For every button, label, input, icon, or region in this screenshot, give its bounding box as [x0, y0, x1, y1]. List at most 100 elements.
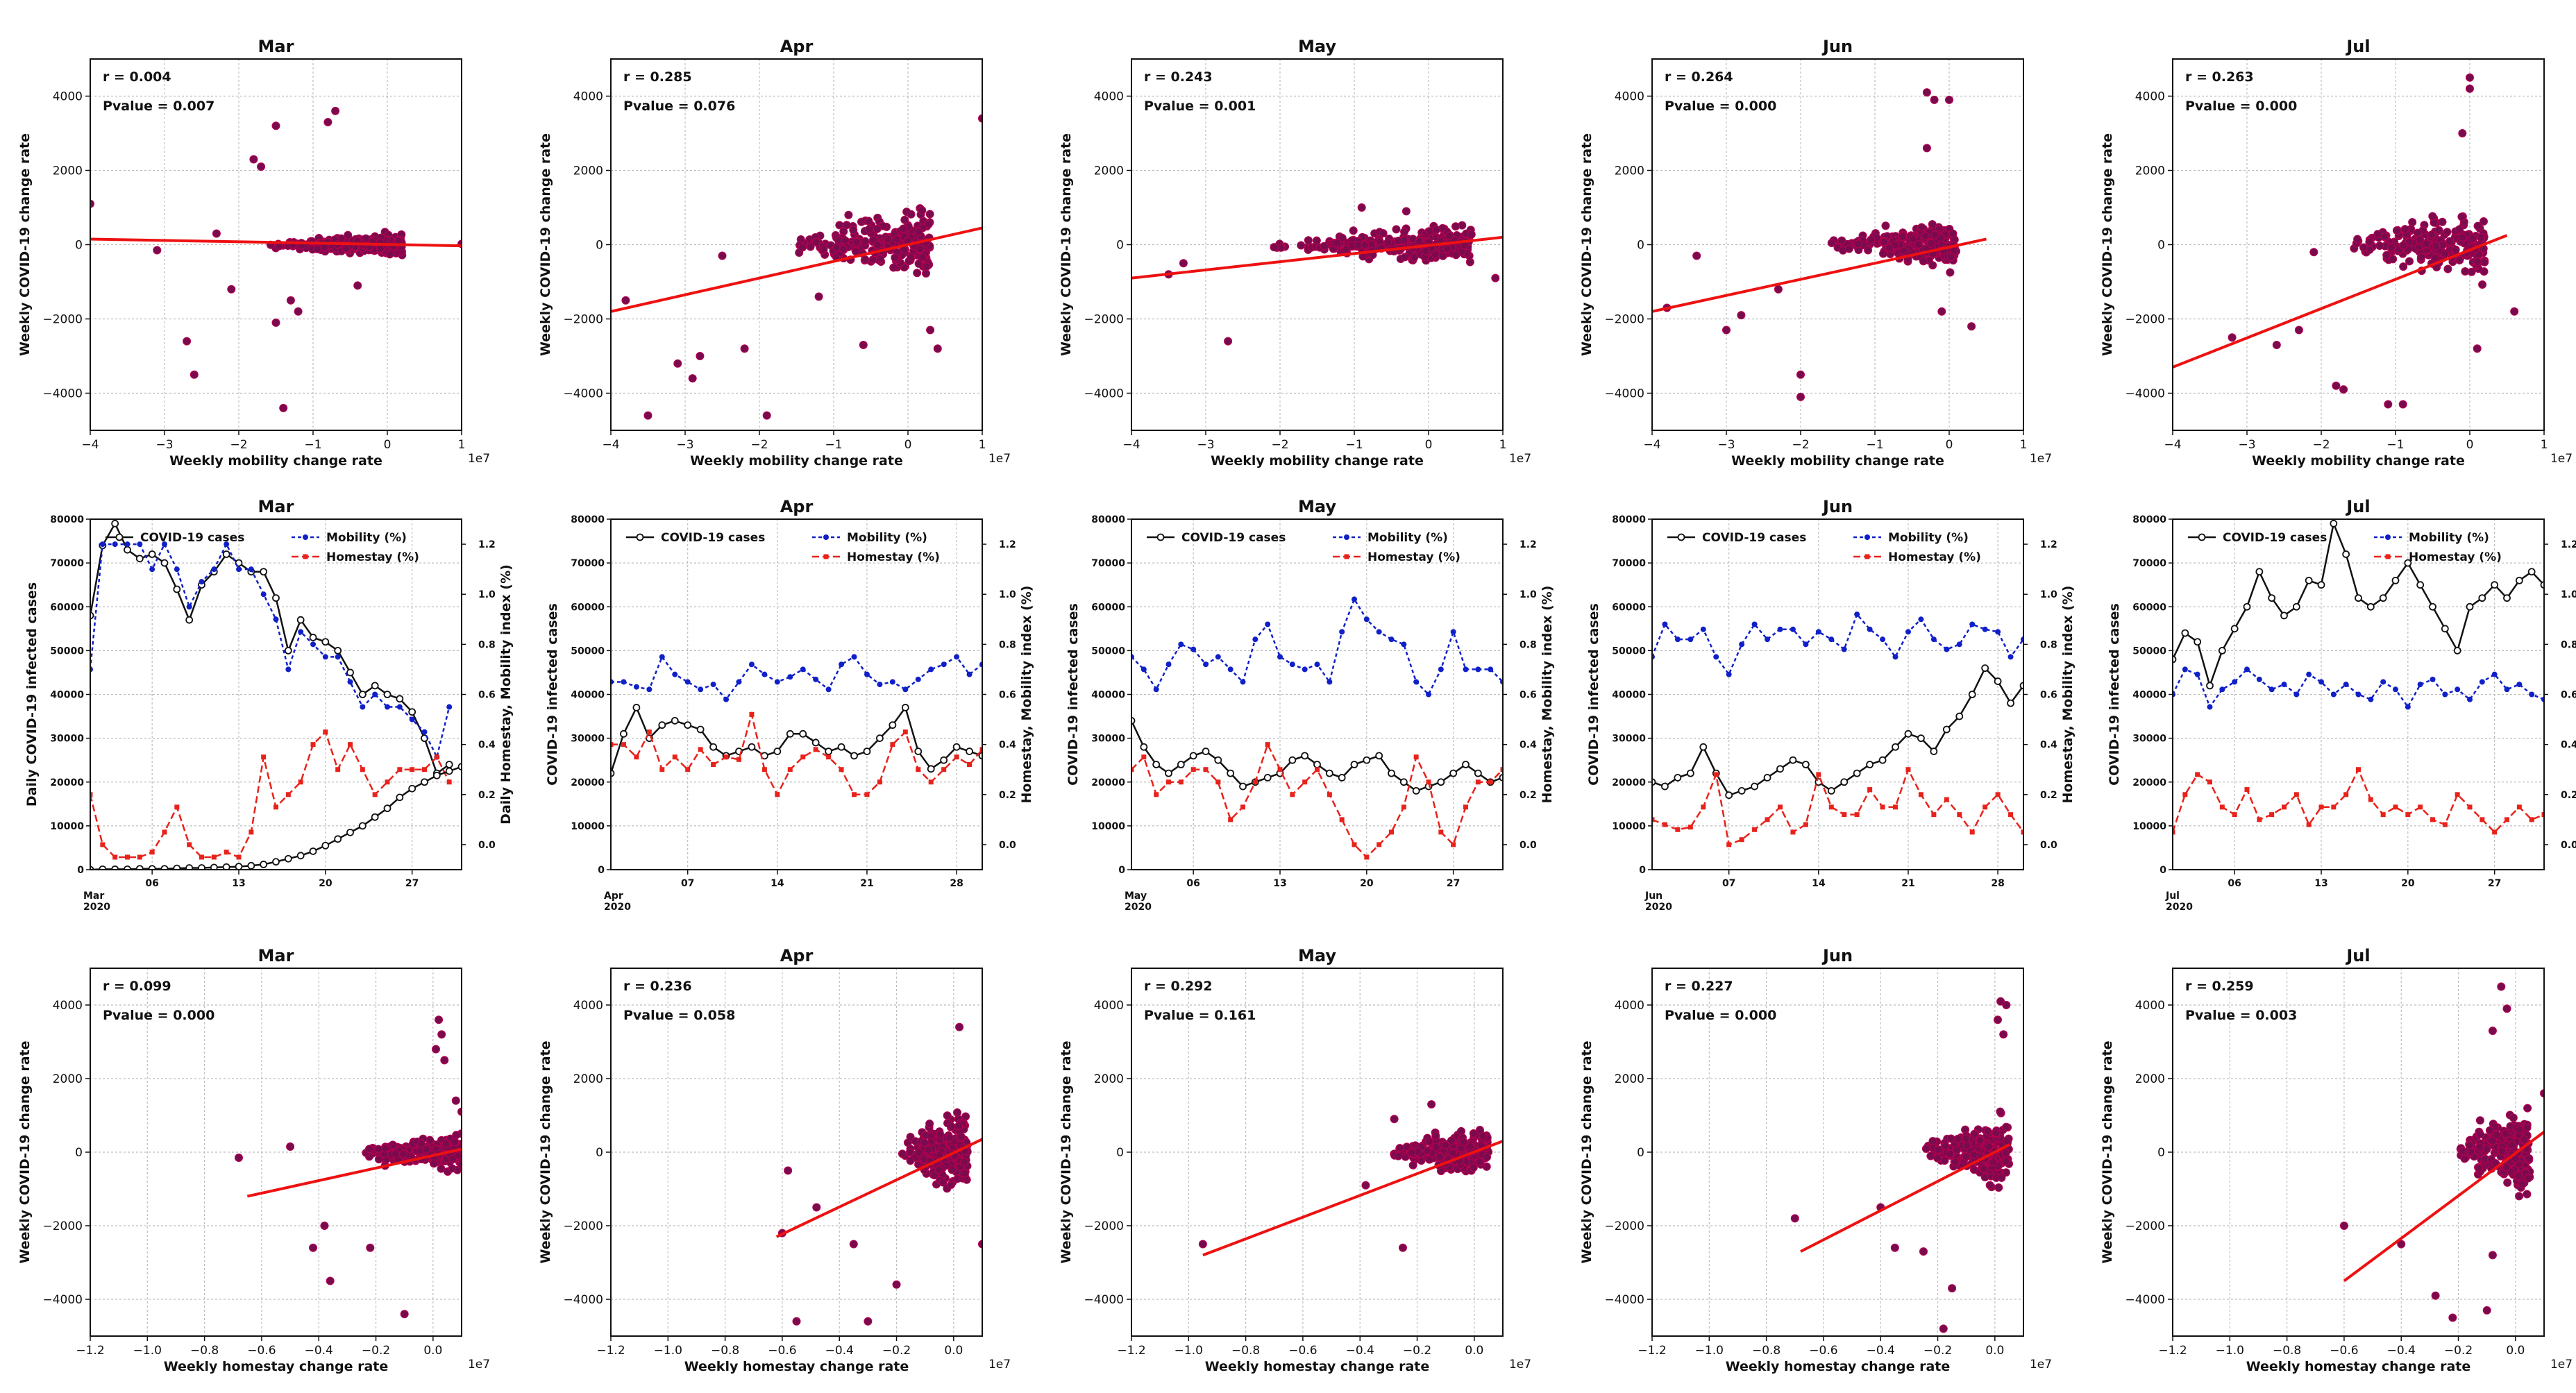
x-scale-label: 1e7 — [2550, 1358, 2573, 1371]
data-point — [1928, 1137, 1937, 1146]
y-tick-label: 4000 — [2135, 90, 2165, 104]
series-marker — [1739, 837, 1744, 843]
data-point — [2502, 1163, 2511, 1172]
series-marker — [1215, 654, 1221, 660]
series-marker — [1652, 778, 1656, 786]
x-tick-label: 20 — [1360, 878, 1374, 889]
plot-frame — [1651, 58, 2024, 431]
x-tick-label: −1.0 — [654, 1344, 682, 1358]
data-point — [1796, 392, 1805, 401]
series-marker — [2243, 602, 2251, 611]
series-marker — [236, 566, 242, 573]
y-tick-label-right: 1.2 — [1519, 539, 1537, 550]
data-point — [153, 246, 162, 255]
data-point — [1297, 241, 1306, 250]
data-point — [900, 215, 909, 224]
date-label-year: 2020 — [2166, 902, 2193, 913]
data-point — [2515, 1192, 2524, 1201]
series-marker — [174, 566, 180, 573]
data-point — [313, 244, 322, 253]
series-marker — [1252, 636, 1258, 643]
data-point — [2466, 84, 2474, 93]
series-marker — [1338, 774, 1346, 782]
series-marker — [272, 594, 280, 602]
x-tick-label: 13 — [1273, 878, 1286, 889]
data-point — [961, 1169, 970, 1178]
data-point — [2510, 307, 2519, 316]
series-marker — [396, 704, 403, 710]
series-marker — [711, 762, 716, 767]
series-marker — [1917, 734, 1925, 743]
series-marker — [2194, 671, 2200, 677]
r-value-label: r = 0.285 — [623, 69, 692, 85]
y-axis-label: Weekly COVID-19 change rate — [1059, 1040, 1074, 1263]
y-tick-label: −4000 — [1084, 1293, 1124, 1307]
r-value-label: r = 0.292 — [1144, 979, 1213, 994]
data-point — [953, 1108, 962, 1117]
data-point — [391, 1149, 400, 1158]
legend-marker — [1344, 554, 1349, 559]
series-marker — [786, 729, 794, 738]
series-marker — [148, 865, 156, 870]
y-tick-label: −2000 — [1604, 1219, 1644, 1233]
series-marker — [1140, 666, 1147, 673]
data-point — [1922, 144, 1931, 153]
series-marker — [1892, 743, 1899, 751]
series-marker — [672, 754, 677, 760]
series-marker — [1265, 742, 1270, 748]
data-point — [1970, 1130, 1979, 1139]
data-point — [437, 1164, 446, 1173]
series-marker — [335, 654, 341, 660]
series-marker — [396, 695, 404, 703]
data-point — [271, 318, 280, 327]
chart-title: Mar — [258, 946, 294, 965]
y-tick-label-left: 80000 — [1091, 514, 1125, 525]
series-marker — [774, 679, 780, 685]
data-point — [1459, 1137, 1468, 1146]
data-point — [1914, 240, 1923, 249]
data-point — [364, 1145, 373, 1154]
p-value-label: Pvalue = 0.076 — [623, 99, 735, 114]
series-marker — [211, 854, 217, 860]
y-tick-label-left: 60000 — [1612, 602, 1646, 613]
data-point — [2373, 230, 2382, 239]
x-tick-label: −0.6 — [2330, 1344, 2358, 1358]
x-tick-label: −0.6 — [1288, 1344, 1317, 1358]
series-marker — [1240, 679, 1246, 685]
x-tick-label: −0.4 — [2387, 1344, 2416, 1358]
data-point — [2399, 241, 2408, 250]
y-tick-label: −4000 — [563, 387, 603, 401]
data-point — [1992, 1129, 2001, 1138]
series-marker — [966, 748, 973, 755]
data-point — [2466, 73, 2474, 82]
data-point — [2458, 233, 2467, 242]
chart-r3-mar: Mar −1.2 −1.0 −0.8 −0.6 −0.4 −0.2 0.0 −4000 −2000… — [17, 946, 490, 1374]
data-point — [842, 221, 851, 230]
series-marker — [773, 748, 782, 755]
series-marker — [1302, 666, 1308, 673]
series-marker — [162, 829, 167, 835]
series-marker — [247, 861, 255, 870]
data-point — [1277, 243, 1286, 252]
data-point — [1945, 95, 1953, 104]
data-point — [2509, 1113, 2518, 1122]
data-point — [2380, 233, 2389, 242]
series-marker — [1488, 779, 1493, 785]
series-marker — [160, 559, 169, 567]
y-tick-label-right: 0.2 — [2040, 790, 2057, 801]
y-tick-label: −2000 — [563, 313, 603, 327]
series-marker — [800, 754, 806, 760]
series-marker — [2467, 804, 2473, 810]
y-tick-label-right: 0.6 — [999, 690, 1016, 701]
y-tick-label: 2000 — [1615, 1072, 1644, 1086]
series-marker — [1930, 636, 1937, 643]
series-marker — [927, 765, 935, 773]
data-point — [1878, 249, 1887, 258]
y-axis-label-right: Homestay, Mobility index (%) — [2060, 586, 2076, 804]
data-point — [2507, 1140, 2516, 1149]
x-tick-label: −1.2 — [596, 1344, 625, 1358]
series-marker — [852, 792, 857, 797]
x-tick-label: −0.4 — [825, 1344, 854, 1358]
y-axis-label: Weekly COVID-19 change rate — [538, 1040, 553, 1263]
series-marker — [173, 585, 181, 593]
